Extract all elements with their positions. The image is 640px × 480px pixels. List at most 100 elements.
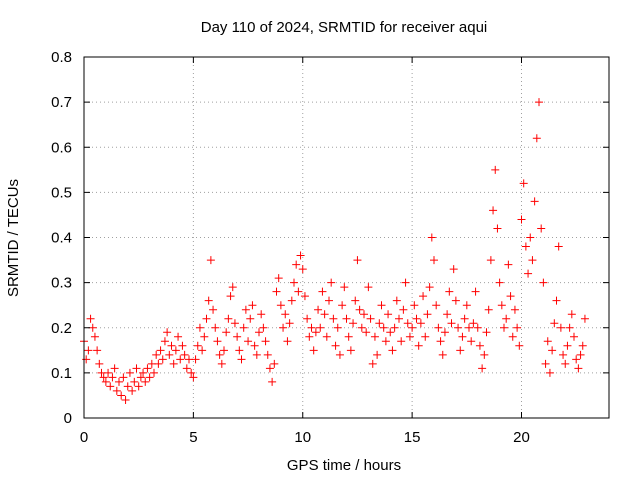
y-tick-label: 0.4 — [51, 230, 72, 247]
data-point-marker — [460, 314, 469, 323]
data-point-marker — [346, 346, 355, 355]
data-point-marker — [550, 319, 559, 328]
data-point-marker — [580, 314, 589, 323]
data-point-marker — [241, 305, 250, 314]
data-point-marker — [375, 319, 384, 328]
data-point-marker — [198, 346, 207, 355]
data-point-marker — [338, 301, 347, 310]
data-point-marker — [412, 314, 421, 323]
data-point-marker — [357, 323, 366, 332]
data-point-marker — [311, 328, 320, 337]
data-point-marker — [423, 310, 432, 319]
data-point-marker — [432, 301, 441, 310]
data-point-marker — [510, 305, 519, 314]
data-point-marker — [554, 242, 563, 251]
data-point-marker — [82, 355, 91, 364]
data-point-marker — [298, 265, 307, 274]
y-axis-label: SRMTID / TECUs — [5, 179, 22, 297]
data-point-marker — [233, 332, 242, 341]
data-point-marker — [112, 386, 121, 395]
data-point-marker — [556, 323, 565, 332]
data-point-marker — [202, 314, 211, 323]
data-point-marker — [130, 377, 139, 386]
data-point-marker — [454, 323, 463, 332]
data-point-marker — [104, 368, 113, 377]
y-tick-label: 0.3 — [51, 275, 72, 292]
data-point-marker — [377, 301, 386, 310]
data-point-marker — [255, 328, 263, 337]
data-point-marker — [187, 368, 196, 377]
data-point-marker — [145, 373, 154, 382]
data-point-marker — [502, 314, 511, 323]
data-point-marker — [362, 328, 371, 337]
data-point-marker — [384, 310, 393, 319]
data-point-marker — [128, 386, 137, 395]
data-point-marker — [493, 224, 502, 233]
data-point-marker — [206, 256, 215, 265]
y-tick-label: 0.1 — [51, 365, 72, 382]
data-point-marker — [226, 292, 235, 301]
data-point-marker — [386, 328, 395, 337]
data-point-marker — [559, 350, 568, 359]
data-point-marker — [318, 287, 327, 296]
data-point-marker — [333, 323, 342, 332]
data-point-marker — [171, 346, 180, 355]
data-point-marker — [322, 332, 331, 341]
data-point-marker — [392, 296, 401, 305]
data-point-marker — [427, 233, 436, 242]
data-point-marker — [325, 296, 333, 305]
data-point-marker — [574, 364, 583, 373]
data-point-marker — [180, 350, 189, 359]
data-point-marker — [552, 296, 561, 305]
data-point-marker — [456, 346, 465, 355]
data-point-marker — [465, 323, 473, 332]
data-point-marker — [237, 355, 246, 364]
data-point-marker — [93, 346, 102, 355]
data-point-marker — [265, 364, 274, 373]
data-point-marker — [408, 323, 417, 332]
data-point-marker — [421, 332, 430, 341]
data-point-marker — [110, 364, 119, 373]
data-point-marker — [189, 373, 198, 382]
data-point-marker — [211, 323, 220, 332]
data-point-marker — [484, 305, 493, 314]
data-point-marker — [570, 332, 578, 341]
data-point-marker — [84, 346, 93, 355]
y-tick-label: 0.6 — [51, 139, 72, 156]
data-point-marker — [467, 337, 476, 346]
data-point-marker — [290, 278, 298, 287]
data-point-marker — [244, 337, 253, 346]
data-point-marker — [222, 328, 231, 337]
data-point-marker — [368, 359, 377, 368]
data-point-marker — [101, 377, 110, 386]
data-point-marker — [344, 332, 353, 341]
data-point-marker — [478, 364, 487, 373]
data-point-marker — [246, 314, 255, 323]
data-point-marker — [204, 296, 213, 305]
data-point-marker — [163, 328, 172, 337]
data-point-marker — [414, 341, 423, 350]
x-tick-label: 5 — [189, 429, 197, 446]
data-point-marker — [209, 305, 218, 314]
data-point-marker — [578, 341, 587, 350]
data-point-marker — [327, 278, 336, 287]
data-point-marker — [475, 341, 484, 350]
data-point-marker — [364, 283, 373, 292]
data-point-marker — [272, 287, 281, 296]
y-tick-label: 0.7 — [51, 94, 72, 111]
data-point-marker — [539, 278, 548, 287]
data-point-marker — [543, 337, 552, 346]
chart-title: Day 110 of 2024, SRMTID for receiver aqu… — [201, 19, 488, 36]
data-point-marker — [99, 373, 108, 382]
data-point-marker — [521, 242, 530, 251]
data-point-marker — [160, 337, 169, 346]
data-point-marker — [545, 368, 554, 377]
data-point-marker — [252, 350, 261, 359]
data-point-marker — [200, 332, 209, 341]
data-point-marker — [329, 314, 338, 323]
data-point-marker — [176, 355, 185, 364]
data-point-marker — [228, 283, 237, 292]
data-point-marker — [530, 197, 539, 206]
x-tick-label: 15 — [404, 429, 421, 446]
data-point-marker — [88, 323, 97, 332]
